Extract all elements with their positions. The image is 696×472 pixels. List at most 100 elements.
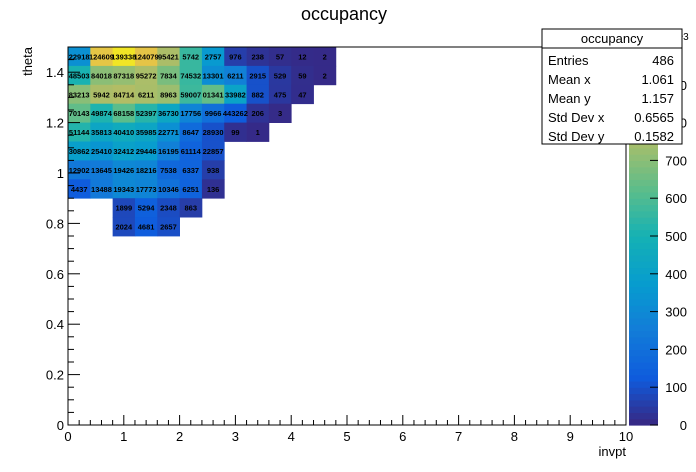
heatmap-cell xyxy=(179,84,203,105)
colorbar-tick-label: 300 xyxy=(665,305,687,320)
heatmap-cell xyxy=(112,103,136,123)
heatmap-cell-label: 95272 xyxy=(136,71,157,80)
heatmap-cell-label: 124079 xyxy=(134,52,159,61)
colorbar-segment xyxy=(629,286,658,294)
heatmap-cell xyxy=(134,179,158,199)
heatmap-cell xyxy=(201,179,225,199)
heatmap-cell xyxy=(313,65,337,86)
heatmap-cell xyxy=(179,65,203,86)
stats-entry-value: 0.1582 xyxy=(634,129,674,144)
heatmap-cell-label: 5742 xyxy=(182,52,199,61)
heatmap-cell xyxy=(68,47,91,67)
heatmap-cell xyxy=(246,65,270,86)
heatmap-cell xyxy=(157,84,180,105)
heatmap-cell-label: 443262 xyxy=(223,109,248,118)
x-tick-label: 8 xyxy=(511,429,518,444)
y-tick-label: 1 xyxy=(57,166,64,181)
heatmap-cell xyxy=(90,160,114,180)
heatmap-cell-label: 863 xyxy=(185,204,198,213)
y-axis: 0 0.2 0.4 0.6 0.8 1 1.2 1.4 xyxy=(46,46,80,433)
stats-entry-value: 1.157 xyxy=(641,91,674,106)
colorbar-segment xyxy=(629,185,658,193)
heatmap-cell-label: 8963 xyxy=(160,90,177,99)
heatmap-cell xyxy=(112,179,136,199)
x-tick-label: 4 xyxy=(288,429,295,444)
heatmap-cell-label: 59007 xyxy=(180,90,201,99)
heatmap-cell xyxy=(291,65,314,86)
colorbar-segment xyxy=(629,299,658,306)
colorbar-segment xyxy=(629,412,658,420)
heatmap-cell-label: 19426 xyxy=(113,166,134,175)
heatmap-cell xyxy=(179,141,203,161)
y-tick-label: 1.4 xyxy=(46,65,64,80)
heatmap-cell-label: 2657 xyxy=(160,223,177,232)
colorbar-segment xyxy=(629,217,658,224)
heatmap-cell-label: 48503 xyxy=(69,71,90,80)
x-tick-label: 9 xyxy=(567,429,574,444)
heatmap-cell-label: 57 xyxy=(276,52,284,61)
heatmap-cell xyxy=(224,84,247,105)
colorbar-segment xyxy=(629,336,658,344)
colorbar-segment xyxy=(629,393,658,401)
heatmap-cell-label: 475 xyxy=(274,90,287,99)
heatmap-cell-label: 938 xyxy=(207,166,220,175)
heatmap-cell xyxy=(68,160,91,180)
colorbar-segment xyxy=(629,166,658,174)
colorbar-tick-label: 200 xyxy=(665,342,687,357)
heatmap-cell-label: 33982 xyxy=(225,90,246,99)
heatmap-cell-label: 18216 xyxy=(136,166,157,175)
heatmap-cell-label: 47 xyxy=(298,90,306,99)
heatmap-cell-label: 238 xyxy=(251,52,264,61)
colorbar-segment xyxy=(629,261,658,269)
colorbar-segment xyxy=(629,311,658,319)
colorbar-segment xyxy=(629,362,658,369)
colorbar-segment xyxy=(629,330,658,338)
heatmap-cell xyxy=(134,65,158,86)
heatmap-cell xyxy=(268,65,292,86)
colorbar-segment xyxy=(629,418,658,426)
heatmap-cell-label: 2 xyxy=(323,52,327,61)
heatmap-cell-label: 529 xyxy=(274,71,287,80)
heatmap-cell-label: 4681 xyxy=(138,223,155,232)
colorbar-segment xyxy=(629,254,658,262)
heatmap-cell xyxy=(201,160,225,180)
heatmap-cell-label: 206 xyxy=(251,109,264,118)
heatmap-cell xyxy=(224,47,247,67)
heatmap-cell xyxy=(134,217,158,237)
heatmap-cell xyxy=(112,198,136,218)
heatmap-cell xyxy=(112,65,136,86)
heatmap-cell-label: 12902 xyxy=(69,166,90,175)
heatmap-cell xyxy=(291,47,314,67)
heatmap-cell xyxy=(201,47,225,67)
heatmap-cell xyxy=(224,122,247,142)
heatmap-cell-label: 13488 xyxy=(91,185,112,194)
x-axis-label: invpt xyxy=(599,444,627,459)
heatmap-cell xyxy=(246,84,270,105)
heatmap-cell-label: 7834 xyxy=(160,71,178,80)
heatmap-cell xyxy=(201,84,225,105)
colorbar-segment xyxy=(629,204,658,212)
colorbar-segment xyxy=(629,387,658,395)
stats-entry-label: Std Dev x xyxy=(548,110,605,125)
heatmap-cell xyxy=(134,47,158,67)
heatmap-cell xyxy=(90,122,114,142)
heatmap-cell-label: 35985 xyxy=(136,128,157,137)
heatmap-cell xyxy=(268,47,292,67)
heatmap-cell xyxy=(179,122,203,142)
heatmap-cell xyxy=(201,103,225,123)
heatmap-cell-label: 70143 xyxy=(69,109,90,118)
colorbar-segment xyxy=(629,141,658,149)
heatmap-cell xyxy=(68,179,91,199)
heatmap-cell xyxy=(68,103,91,123)
heatmap-cell-label: 9966 xyxy=(205,109,222,118)
heatmap-cell-label: 6211 xyxy=(138,90,154,99)
heatmap-cell xyxy=(179,103,203,123)
colorbar-segment xyxy=(629,349,658,357)
colorbar-segment xyxy=(629,223,658,231)
heatmap-cell-label: 2 xyxy=(323,71,327,80)
stats-entry-label: Entries xyxy=(548,53,589,68)
heatmap-cell-label: 22918 xyxy=(69,52,90,61)
colorbar-segment xyxy=(629,273,658,281)
heatmap-cell xyxy=(224,103,247,123)
